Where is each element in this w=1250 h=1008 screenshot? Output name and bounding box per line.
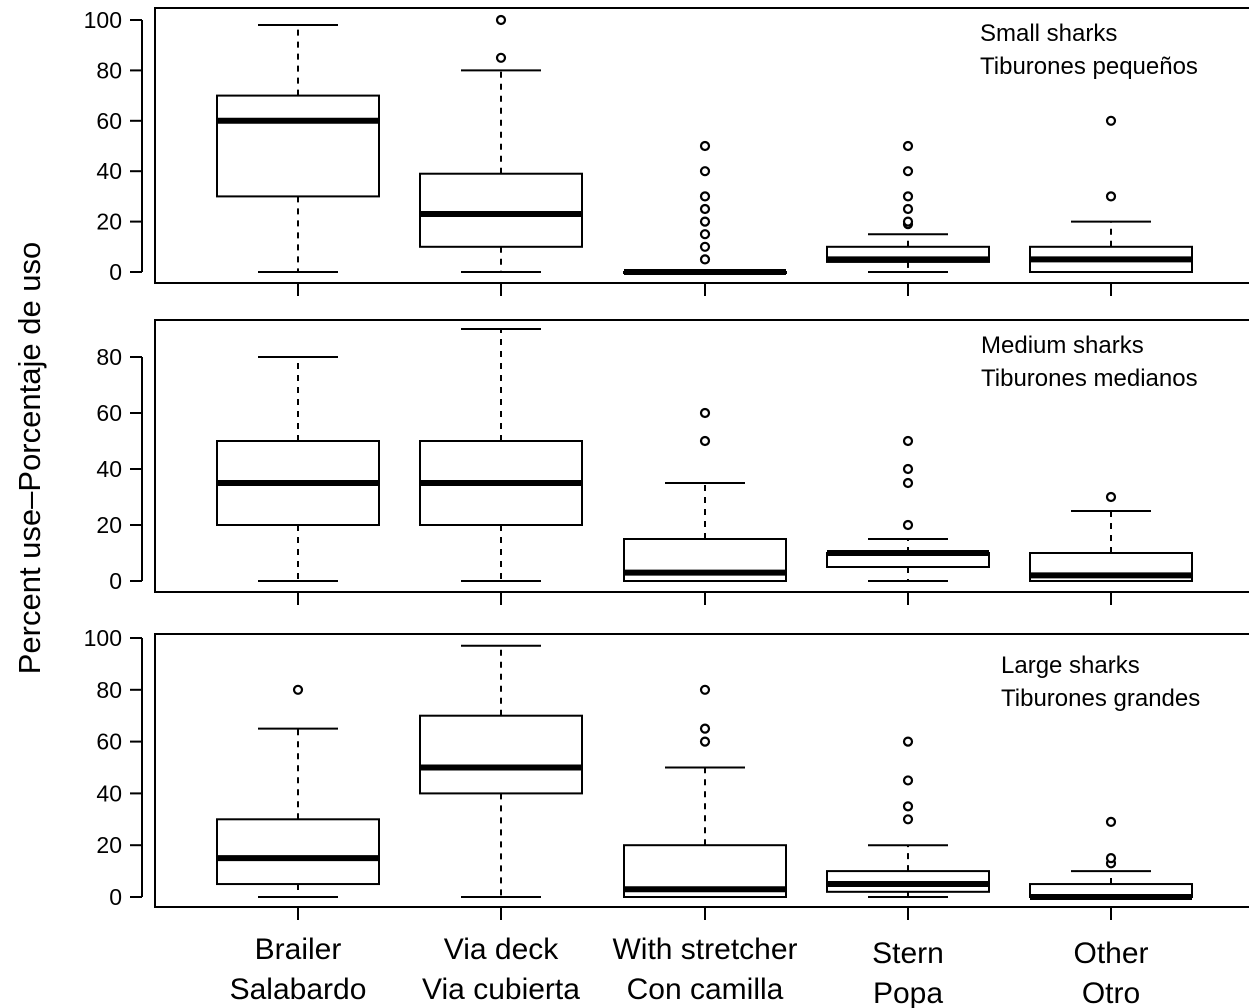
y-tick-label: 60 — [96, 108, 122, 134]
outlier-point — [699, 203, 711, 215]
outlier-point — [1105, 853, 1117, 864]
panel-annotation: Large sharks — [1001, 652, 1140, 679]
box-2 — [419, 328, 583, 582]
y-tick-label: 40 — [96, 456, 122, 482]
outlier-point — [902, 140, 914, 152]
box-5 — [1029, 115, 1193, 274]
box-5 — [1029, 491, 1193, 582]
panel-2: 0 20 40 60 80 Medium sharks Tiburones medianos — [96, 319, 1249, 605]
panel-1: 0 20 40 60 80 100 Small sharks Tiburones pequeñ… — [84, 7, 1249, 296]
y-axis-label: Percent use–Porcentaje de uso — [12, 242, 47, 675]
panel-annotation: Tiburones grandes — [1001, 685, 1200, 712]
y-tick-label: 40 — [96, 158, 122, 184]
y-tick-label: 60 — [96, 729, 122, 755]
outlier-point — [699, 736, 711, 747]
y-tick-label: 100 — [84, 7, 122, 33]
x-category-label: Via deck — [444, 933, 560, 966]
box-3 — [623, 140, 787, 275]
outlier-point — [1105, 191, 1117, 202]
outlier-point — [902, 814, 914, 825]
outlier-point — [902, 203, 914, 215]
outlier-point — [699, 241, 711, 252]
x-category-label: Con camilla — [627, 973, 784, 1006]
x-category-label: Otro — [1082, 977, 1140, 1008]
y-tick-label: 60 — [96, 400, 122, 426]
panel-annotation: Medium sharks — [981, 332, 1144, 359]
outlier-point — [699, 407, 711, 419]
x-category-label: With stretcher — [612, 933, 797, 966]
box-3 — [623, 407, 787, 582]
outlier-point — [902, 216, 914, 227]
outlier-point — [902, 463, 914, 475]
y-tick-label: 80 — [96, 677, 122, 703]
panel-frame — [154, 633, 1249, 908]
x-axis-labels: Brailer Salabardo Via deck Via cubierta With… — [230, 933, 1149, 1008]
outlier-point — [902, 191, 914, 202]
outlier-point — [902, 519, 914, 531]
box-5 — [1029, 816, 1193, 900]
box-3 — [623, 684, 787, 899]
y-tick-label: 20 — [96, 512, 122, 538]
outlier-point — [902, 775, 914, 786]
y-tick-label: 0 — [109, 884, 122, 910]
outlier-point — [902, 166, 914, 177]
outlier-point — [902, 801, 914, 812]
outlier-point — [1105, 816, 1117, 827]
panel-annotation: Small sharks — [980, 20, 1117, 47]
box-1 — [216, 24, 380, 273]
outlier-point — [699, 684, 711, 695]
outlier-point — [902, 736, 914, 747]
outlier-point — [699, 435, 711, 447]
outlier-point — [902, 435, 914, 447]
outlier-point — [699, 229, 711, 240]
x-category-label: Popa — [873, 977, 943, 1008]
x-category-label: Other — [1073, 937, 1148, 970]
panel-annotation: Tiburones medianos — [981, 365, 1198, 392]
panel-3: 0 20 40 60 80 100 Large sharks Tiburones grande… — [84, 625, 1249, 920]
y-tick-label: 80 — [96, 344, 122, 370]
x-category-label: Stern — [872, 937, 944, 970]
outlier-point — [495, 52, 507, 63]
box-4 — [826, 435, 990, 582]
panel-frame — [154, 319, 1249, 593]
y-tick-label: 0 — [109, 259, 122, 285]
outlier-point — [699, 140, 711, 152]
outlier-point — [1105, 491, 1117, 503]
y-tick-label: 20 — [96, 209, 122, 235]
x-category-label: Brailer — [255, 933, 342, 966]
outlier-point — [699, 191, 711, 202]
box-1 — [216, 356, 380, 582]
box-1 — [216, 684, 380, 898]
outlier-point — [699, 216, 711, 227]
box-2 — [419, 644, 583, 898]
box-4 — [826, 140, 990, 273]
outlier-point — [495, 14, 507, 26]
box-iqr — [216, 818, 380, 886]
outlier-point — [902, 477, 914, 489]
box-iqr — [419, 172, 583, 248]
outlier-point — [699, 166, 711, 177]
panel-annotation: Tiburones pequeños — [980, 53, 1198, 80]
outlier-point — [699, 723, 711, 734]
y-tick-label: 20 — [96, 832, 122, 858]
y-tick-label: 100 — [84, 625, 122, 651]
y-tick-label: 0 — [109, 568, 122, 594]
outlier-point — [699, 254, 711, 265]
panels: 0 20 40 60 80 100 Small sharks Tiburones pequeñ… — [84, 7, 1249, 920]
x-category-label: Salabardo — [230, 973, 367, 1006]
y-tick-label: 40 — [96, 780, 122, 806]
panel-frame — [154, 7, 1249, 284]
outlier-point — [1105, 115, 1117, 126]
outlier-point — [292, 684, 304, 695]
box-2 — [419, 14, 583, 273]
box-4 — [826, 736, 990, 898]
x-category-label: Via cubierta — [422, 973, 580, 1006]
y-tick-label: 80 — [96, 57, 122, 83]
box-iqr — [216, 94, 380, 198]
box-iqr — [419, 714, 583, 795]
